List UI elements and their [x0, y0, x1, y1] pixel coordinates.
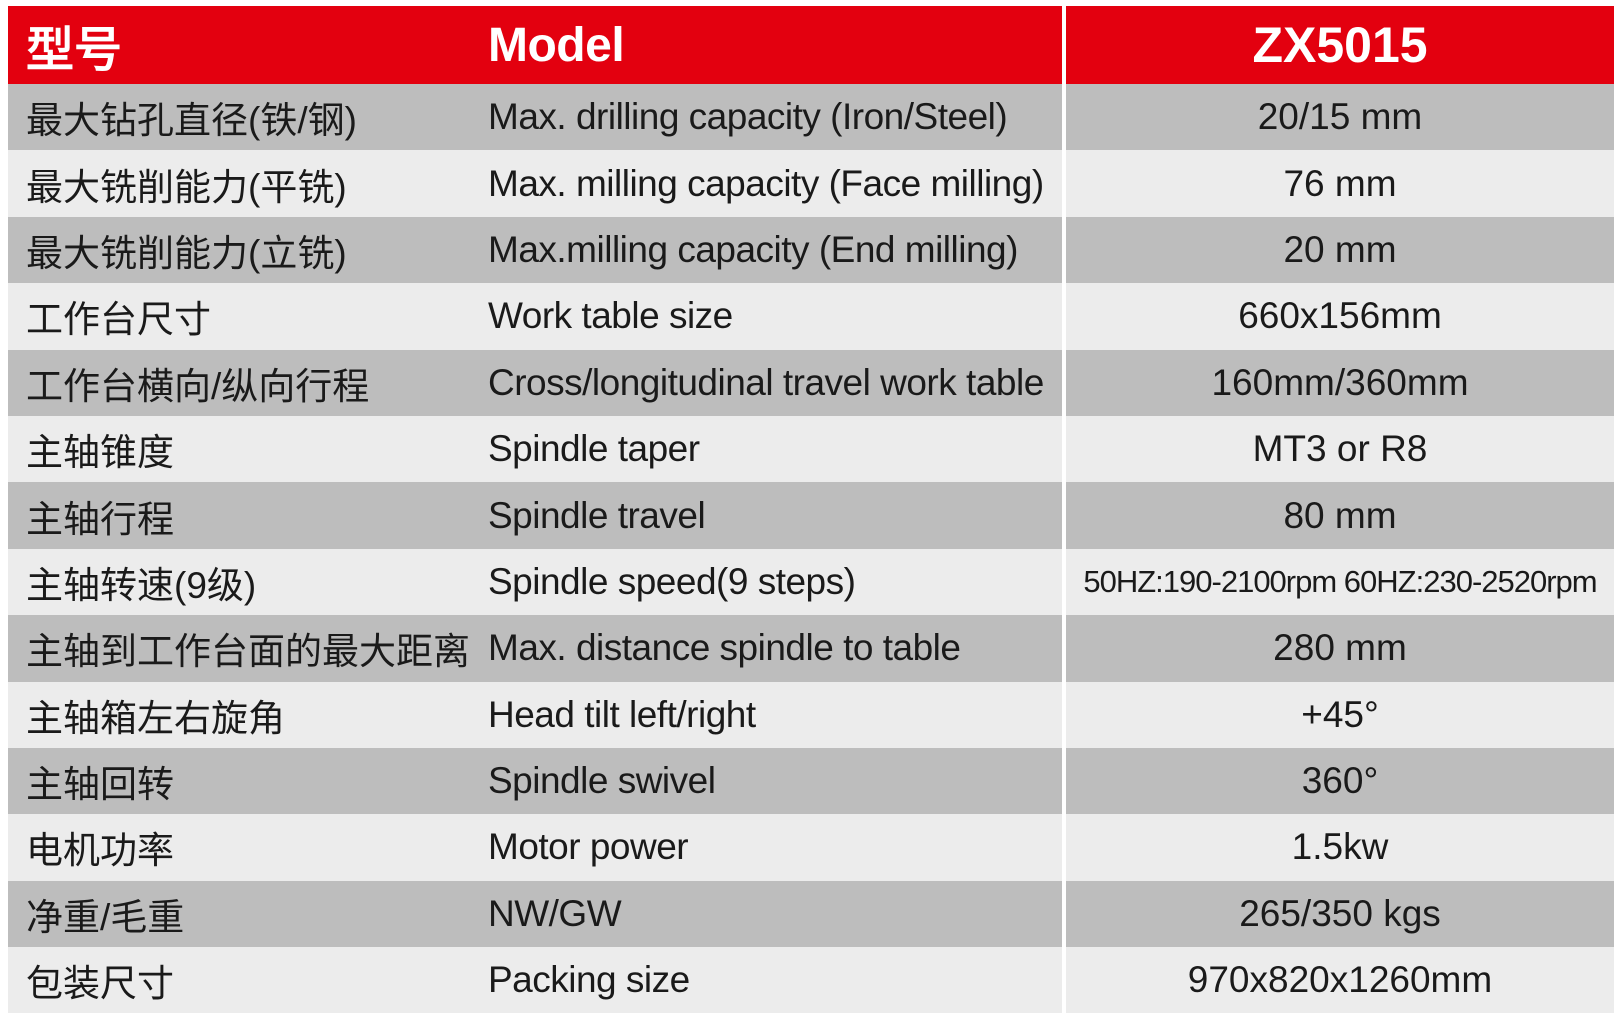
- table-row: 主轴行程 Spindle travel 80 mm: [8, 482, 1614, 549]
- header-model-value: ZX5015: [1062, 6, 1614, 84]
- table-row: 最大钻孔直径(铁/钢) Max. drilling capacity (Iron…: [8, 84, 1614, 151]
- header-cn-label: 型号: [26, 24, 123, 77]
- row-value: +45°: [1062, 681, 1614, 748]
- row-value: 160mm/360mm: [1062, 349, 1614, 416]
- row-value: 970x820x1260mm: [1062, 947, 1614, 1014]
- row-en-label: Motor power: [488, 826, 689, 868]
- row-cn-label: 净重/毛重: [26, 896, 185, 938]
- table-header: 型号 Model ZX5015: [8, 6, 1614, 84]
- row-cn-label: 工作台横向/纵向行程: [26, 365, 370, 407]
- table-row: 主轴到工作台面的最大距离 Max. distance spindle to ta…: [8, 615, 1614, 682]
- row-en-label: Work table size: [488, 295, 733, 337]
- row-cn-label: 最大铣削能力(立铣): [26, 232, 347, 274]
- row-en-label: Packing size: [488, 959, 690, 1001]
- row-cn-label: 包装尺寸: [26, 963, 174, 1005]
- row-cn-label: 主轴锥度: [26, 432, 174, 474]
- row-value: 20 mm: [1062, 216, 1614, 284]
- table-row: 电机功率 Motor power 1.5kw: [8, 814, 1614, 881]
- row-value: 1.5kw: [1062, 814, 1614, 881]
- row-value: 360°: [1062, 747, 1614, 815]
- row-en-label: Cross/longitudinal travel work table: [488, 361, 1044, 403]
- row-en-label: Max. drilling capacity (Iron/Steel): [488, 96, 1008, 138]
- row-en-label: Max. milling capacity (Face milling): [488, 162, 1044, 204]
- row-value: 76 mm: [1062, 150, 1614, 217]
- table-row: 主轴锥度 Spindle taper MT3 or R8: [8, 415, 1614, 483]
- table-row: 包装尺寸 Packing size 970x820x1260mm: [8, 947, 1614, 1014]
- row-cn-label: 主轴到工作台面的最大距离: [26, 631, 470, 673]
- row-cn-label: 最大铣削能力(平铣): [26, 166, 347, 208]
- row-value: 80 mm: [1062, 482, 1614, 549]
- table-row: 工作台横向/纵向行程 Cross/longitudinal travel wor…: [8, 349, 1614, 416]
- row-en-label: Spindle speed(9 steps): [488, 560, 856, 602]
- table-row: 净重/毛重 NW/GW 265/350 kgs: [8, 880, 1614, 948]
- row-en-label: Spindle taper: [488, 428, 700, 470]
- table-row: 最大铣削能力(平铣) Max. milling capacity (Face m…: [8, 150, 1614, 217]
- row-en-label: Head tilt left/right: [488, 693, 756, 735]
- row-cn-label: 工作台尺寸: [26, 299, 211, 341]
- table-row: 主轴箱左右旋角 Head tilt left/right +45°: [8, 681, 1614, 748]
- spec-table: 型号 Model ZX5015 最大钻孔直径(铁/钢) Max. drillin…: [8, 6, 1614, 1014]
- row-en-label: Max.milling capacity (End milling): [488, 228, 1018, 270]
- row-en-label: NW/GW: [488, 892, 622, 934]
- table-row: 最大铣削能力(立铣) Max.milling capacity (End mil…: [8, 216, 1614, 284]
- row-value: 265/350 kgs: [1062, 880, 1614, 948]
- row-cn-label: 主轴行程: [26, 498, 174, 540]
- row-cn-label: 电机功率: [26, 830, 174, 872]
- table-row: 主轴转速(9级) Spindle speed(9 steps) 50HZ:190…: [8, 548, 1614, 616]
- row-en-label: Spindle travel: [488, 494, 706, 536]
- row-en-label: Max. distance spindle to table: [488, 627, 961, 669]
- table-row: 主轴回转 Spindle swivel 360°: [8, 747, 1614, 815]
- row-value: 20/15 mm: [1062, 84, 1614, 151]
- row-value: MT3 or R8: [1062, 415, 1614, 483]
- row-cn-label: 主轴回转: [26, 764, 174, 806]
- header-en-label: Model: [488, 18, 625, 72]
- row-value: 660x156mm: [1062, 283, 1614, 350]
- row-en-label: Spindle swivel: [488, 760, 716, 802]
- row-cn-label: 最大钻孔直径(铁/钢): [26, 100, 357, 142]
- row-value: 280 mm: [1062, 615, 1614, 682]
- row-cn-label: 主轴箱左右旋角: [26, 697, 285, 739]
- row-cn-label: 主轴转速(9级): [26, 564, 257, 606]
- table-row: 工作台尺寸 Work table size 660x156mm: [8, 283, 1614, 350]
- row-value: 50HZ:190-2100rpm 60HZ:230-2520rpm: [1062, 548, 1614, 616]
